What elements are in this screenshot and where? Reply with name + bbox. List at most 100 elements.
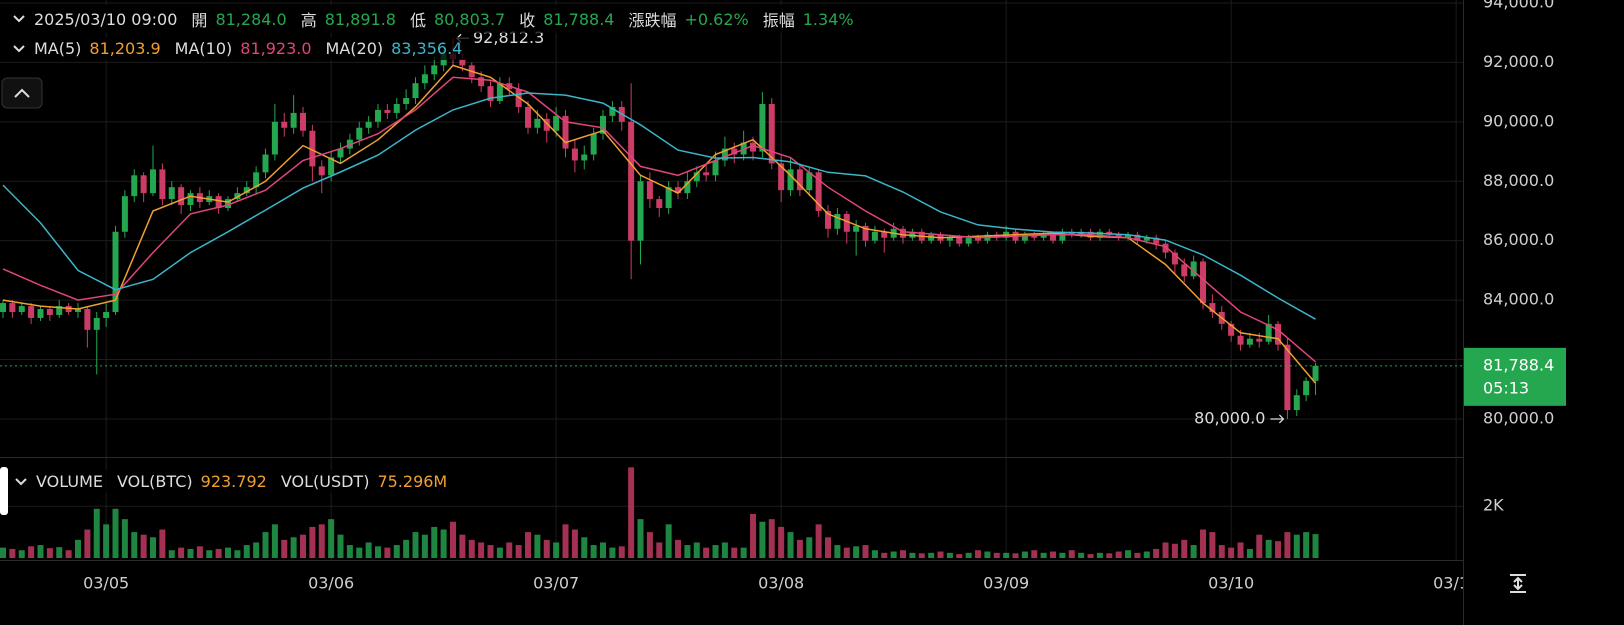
volume-bar: [1096, 552, 1103, 558]
candle-body: [721, 148, 728, 161]
volume-bar: [534, 534, 541, 558]
volume-bar: [478, 542, 485, 558]
legend-value: 923.792: [200, 472, 267, 491]
volume-bar: [562, 524, 569, 558]
volume-bar: [937, 551, 944, 558]
x-tick-label: 03/06: [308, 574, 354, 593]
candle-body: [965, 237, 972, 244]
annotation-label: 80,000.0: [1194, 408, 1265, 427]
volume-bar: [1068, 550, 1075, 558]
candle-body: [609, 106, 616, 116]
legend-name: MA(20): [325, 39, 384, 58]
volume-bar: [1003, 552, 1010, 558]
candle-body: [796, 169, 803, 191]
candle-body: [271, 121, 278, 155]
candle-body: [881, 231, 888, 238]
collapse-button[interactable]: [1, 77, 43, 109]
volume-bar: [956, 554, 963, 558]
candle-body: [1171, 252, 1178, 265]
volume-bar: [18, 550, 25, 558]
volume-bars: [0, 467, 1319, 558]
candle-body: [478, 77, 485, 87]
volume-bar: [28, 546, 35, 558]
volume-bar: [1303, 532, 1310, 558]
candle-body: [262, 154, 269, 173]
volume-bar: [75, 539, 82, 558]
candle-body: [1143, 237, 1150, 241]
candle-body: [178, 187, 185, 206]
candle-body: [1246, 338, 1253, 345]
field-name: 收: [519, 11, 536, 30]
volume-bar: [290, 537, 297, 558]
volume-bar: [525, 532, 532, 558]
volume-bar: [581, 537, 588, 558]
chevron-down[interactable]: [12, 42, 26, 56]
volume-bar: [1228, 547, 1235, 558]
volume-bar: [703, 547, 710, 558]
volume-bar: [412, 532, 419, 558]
volume-bar: [1012, 553, 1019, 558]
volume-bar: [656, 542, 663, 558]
candle-body: [103, 311, 110, 318]
volume-bar: [1059, 552, 1066, 558]
candle-body: [656, 199, 663, 208]
volume-bar: [628, 467, 635, 558]
volume-bar: [1256, 534, 1263, 558]
volume-bar: [196, 546, 203, 558]
chevron-up: [14, 88, 30, 98]
volume-bar: [890, 551, 897, 558]
candle-body: [290, 112, 297, 128]
volume-bar: [834, 545, 841, 558]
candle-body: [834, 213, 841, 229]
chevron-down[interactable]: [12, 12, 26, 26]
chevron-down[interactable]: [14, 475, 28, 489]
volume-bar: [778, 526, 785, 558]
x-tick-label: 03/08: [758, 574, 804, 593]
candle-body: [956, 237, 963, 244]
candle-body: [571, 148, 578, 161]
chevron-path: [13, 15, 25, 23]
button-box[interactable]: [1, 77, 43, 109]
candle-body: [412, 83, 419, 99]
volume-bar: [121, 519, 128, 558]
volume-bar: [600, 542, 607, 558]
volume-bar: [675, 539, 682, 558]
volume-bar: [796, 539, 803, 558]
volume-bar: [375, 546, 382, 558]
volume-bar: [571, 529, 578, 558]
volume-bar: [1265, 539, 1272, 558]
field-value: 81,891.8: [324, 9, 396, 29]
volume-bar: [843, 547, 850, 558]
candle-body: [140, 175, 147, 194]
expand-icon[interactable]: [1510, 574, 1526, 593]
candle-body: [590, 133, 597, 155]
candle-body: [150, 169, 157, 194]
volume-bar: [543, 539, 550, 558]
volume-bar: [825, 537, 832, 558]
candle-body: [1312, 365, 1319, 381]
candle-body: [1209, 303, 1216, 312]
candle-body: [1190, 261, 1197, 277]
candle-body: [871, 231, 878, 241]
volume-bar: [243, 545, 250, 558]
volume-bar: [1078, 552, 1085, 558]
side-handle[interactable]: [0, 467, 8, 515]
volume-bar: [712, 545, 719, 558]
volume-bar: [1171, 543, 1178, 558]
volume-legend: VOLUME VOL(BTC) 923.792 VOL(USDT) 75.296M: [10, 470, 458, 493]
chevron-path: [13, 44, 25, 52]
ma-line: [2, 64, 1317, 384]
volume-bar: [440, 529, 447, 558]
volume-bar: [946, 552, 953, 558]
volume-bar: [225, 547, 232, 558]
volume-bar: [1087, 554, 1094, 558]
candle-body: [553, 115, 560, 131]
volume-bar: [487, 545, 494, 558]
candle-body: [28, 306, 35, 318]
candle-body: [815, 172, 822, 211]
volume-bar: [637, 519, 644, 558]
volume-bar: [300, 534, 307, 558]
candles: [0, 38, 1319, 419]
